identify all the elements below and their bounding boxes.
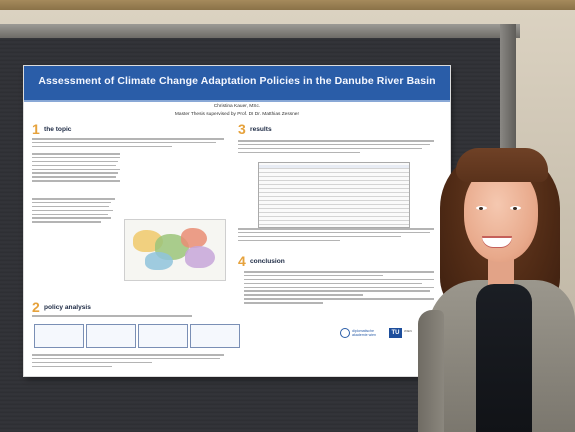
map-region <box>185 246 215 268</box>
door-frame <box>0 0 575 10</box>
eye <box>510 206 521 210</box>
sleeve <box>418 310 444 432</box>
poster-title: Assessment of Climate Change Adaptation … <box>38 75 436 87</box>
tu-logo-sub: WIEN <box>404 329 412 333</box>
table-row <box>259 217 409 222</box>
section-title: conclusion <box>250 258 285 265</box>
section-body <box>244 271 442 331</box>
section-body <box>32 315 232 323</box>
results-table <box>258 162 410 228</box>
board-rail-top <box>0 24 520 38</box>
section-body <box>32 354 232 376</box>
flow-step <box>34 324 84 348</box>
table-row <box>259 177 409 182</box>
section-body <box>238 228 442 248</box>
table-row <box>259 197 409 202</box>
section-title: policy analysis <box>44 304 91 311</box>
academy-logo-text: diplomatische akademie wien <box>352 329 376 337</box>
map-region <box>145 252 173 270</box>
section-title: the topic <box>44 126 72 133</box>
section-number: 3 <box>238 121 246 137</box>
flow-step <box>190 324 240 348</box>
eye <box>476 206 487 210</box>
poster-author: Christina Kauer, MSc. <box>213 104 261 109</box>
flow-step <box>138 324 188 348</box>
poster-header: Assessment of Climate Change Adaptation … <box>24 66 450 102</box>
table-row <box>259 173 409 178</box>
table-row <box>259 193 409 198</box>
section-number: 4 <box>238 253 246 269</box>
tu-logo: TU <box>389 328 402 338</box>
neck <box>488 258 514 288</box>
table-row <box>259 209 409 214</box>
table-row <box>259 221 409 226</box>
section-body <box>238 140 442 162</box>
table-row <box>259 185 409 190</box>
table-row <box>259 165 409 170</box>
smile <box>482 236 512 247</box>
flow-step <box>86 324 136 348</box>
table-row <box>259 205 409 210</box>
section-number: 2 <box>32 299 40 315</box>
table-row <box>259 213 409 218</box>
academy-logo <box>340 328 350 338</box>
table-row <box>259 181 409 186</box>
table-row <box>259 169 409 174</box>
section-number: 1 <box>32 121 40 137</box>
person <box>418 140 575 432</box>
poster-supervisor: Master Thesis supervised by Prof. DI Dr.… <box>174 112 300 117</box>
map-region <box>181 228 207 248</box>
table-row <box>259 189 409 194</box>
section-title: results <box>250 126 272 133</box>
shirt <box>476 284 532 432</box>
section-body <box>32 198 118 252</box>
section-body <box>32 138 232 198</box>
hair-fringe <box>456 148 548 182</box>
table-row <box>259 201 409 206</box>
danube-map <box>124 219 226 281</box>
poster: Assessment of Climate Change Adaptation … <box>24 66 450 376</box>
